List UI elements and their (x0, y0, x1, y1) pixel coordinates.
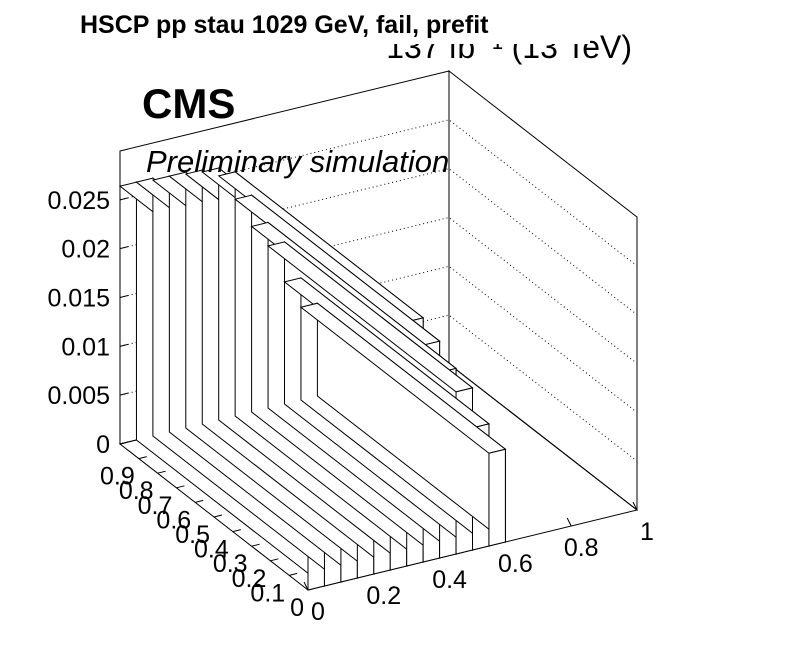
z-tick (119, 441, 129, 445)
z-tick-label: 0 (96, 431, 110, 459)
y-tick-label: 0.2 (232, 565, 267, 593)
x-tick (566, 517, 572, 527)
y-tick-label: 0 (290, 594, 304, 622)
z-tick (119, 197, 129, 201)
y-tick (232, 529, 241, 533)
z-tick-label: 0.02 (61, 236, 110, 264)
x-tick (303, 581, 309, 591)
y-tick (270, 558, 279, 562)
z-tick-label: 0.025 (47, 187, 110, 215)
experiment-label: CMS (142, 80, 235, 127)
y-tick (289, 572, 298, 576)
chart-title: HSCP pp stau 1029 GeV, fail, prefit (80, 11, 489, 39)
y-tick (213, 514, 223, 518)
z-tick (119, 343, 129, 347)
z-tick (119, 295, 129, 298)
y-tick (157, 470, 166, 474)
plot-area: 00.0050.010.0150.020.02500.20.40.60.8100… (47, 69, 654, 626)
y-tick-label: 0.5 (175, 521, 210, 549)
y-tick-label: 0.1 (250, 579, 285, 607)
x-tick-label: 0.8 (564, 534, 599, 562)
y-tick-label: 0.6 (156, 506, 191, 534)
y-tick-label: 0.4 (194, 536, 229, 564)
x-tick-label: 0.2 (366, 582, 401, 610)
x-tick-label: 0.4 (432, 566, 467, 594)
x-tick-label: 0 (311, 598, 325, 626)
y-tick-label: 0.7 (138, 492, 173, 520)
subtitle: Preliminary simulation (146, 144, 449, 179)
bar-front (488, 448, 506, 547)
y-tick (138, 456, 147, 460)
z-tick-label: 0.01 (61, 333, 110, 361)
x-tick-label: 1 (640, 518, 654, 546)
y-tick-label: 0.8 (119, 477, 154, 505)
y-tick (251, 543, 260, 547)
z-tick (119, 392, 129, 396)
z-tick (119, 246, 129, 250)
y-tick-label: 0.3 (213, 550, 248, 578)
z-tick-label: 0.005 (47, 382, 110, 410)
y-tick (176, 485, 185, 489)
y-tick (195, 499, 204, 503)
x-tick-label: 0.6 (498, 550, 533, 578)
y-tick-label: 0.9 (100, 463, 135, 491)
z-tick-label: 0.015 (47, 285, 110, 313)
title-box (70, 4, 590, 44)
x-tick (632, 501, 638, 511)
